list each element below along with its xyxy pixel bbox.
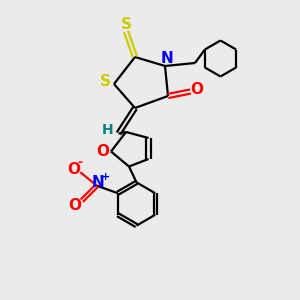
- Text: O: O: [96, 144, 109, 159]
- Text: S: S: [121, 17, 131, 32]
- Text: S: S: [100, 74, 111, 88]
- Text: N: N: [160, 51, 173, 66]
- Text: O: O: [190, 82, 204, 98]
- Text: N: N: [92, 175, 105, 190]
- Text: H: H: [102, 124, 114, 137]
- Text: -: -: [78, 156, 83, 169]
- Text: +: +: [100, 172, 110, 182]
- Text: O: O: [69, 198, 82, 213]
- Text: O: O: [67, 162, 80, 177]
